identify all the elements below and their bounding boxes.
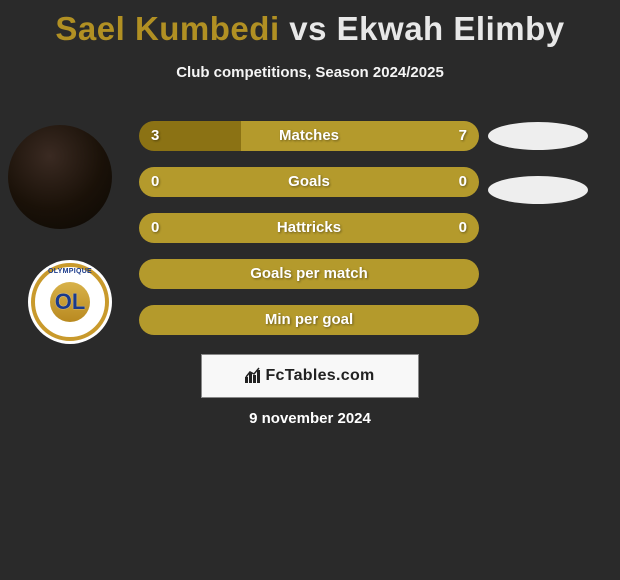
stat-label: Hattricks (277, 219, 341, 236)
comparison-subtitle: Club competitions, Season 2024/2025 (0, 64, 620, 81)
stat-bars: 3 Matches 7 0 Goals 0 0 Hattricks 0 Goals per mat… (139, 121, 479, 351)
club-badge-text-top: OLYMPIQUE (28, 268, 112, 275)
stat-bar-goals: 0 Goals 0 (139, 167, 479, 197)
comparison-title: Sael Kumbedi vs Ekwah Elimby (0, 0, 620, 48)
player1-name: Sael Kumbedi (55, 10, 279, 47)
player2-name: Ekwah Elimby (337, 10, 565, 47)
player1-club-badge: OLYMPIQUE OL (28, 260, 112, 344)
club-badge-monogram: OL (55, 289, 86, 315)
branding-chart-icon (245, 367, 263, 383)
stat-value-left: 3 (151, 121, 159, 151)
stat-bar-goals_per_match: Goals per match (139, 259, 479, 289)
stat-label: Matches (279, 127, 339, 144)
stat-value-right: 0 (459, 167, 467, 197)
snapshot-date: 9 november 2024 (0, 410, 620, 427)
stat-label: Goals (288, 173, 330, 190)
stat-bar-min_per_goal: Min per goal (139, 305, 479, 335)
player1-avatar (8, 125, 112, 229)
title-vs: vs (280, 10, 337, 47)
stat-bar-matches: 3 Matches 7 (139, 121, 479, 151)
stat-value-left: 0 (151, 167, 159, 197)
stat-value-right: 7 (459, 121, 467, 151)
stat-value-right: 0 (459, 213, 467, 243)
player2-club-placeholder (488, 176, 588, 204)
stat-label: Min per goal (265, 311, 353, 328)
stat-value-left: 0 (151, 213, 159, 243)
branding-box: FcTables.com (201, 354, 419, 398)
branding-text: FcTables.com (265, 367, 374, 384)
stat-bar-fill-right (241, 121, 479, 151)
stat-label: Goals per match (250, 265, 368, 282)
stat-bar-hattricks: 0 Hattricks 0 (139, 213, 479, 243)
player2-avatar-placeholder (488, 122, 588, 150)
